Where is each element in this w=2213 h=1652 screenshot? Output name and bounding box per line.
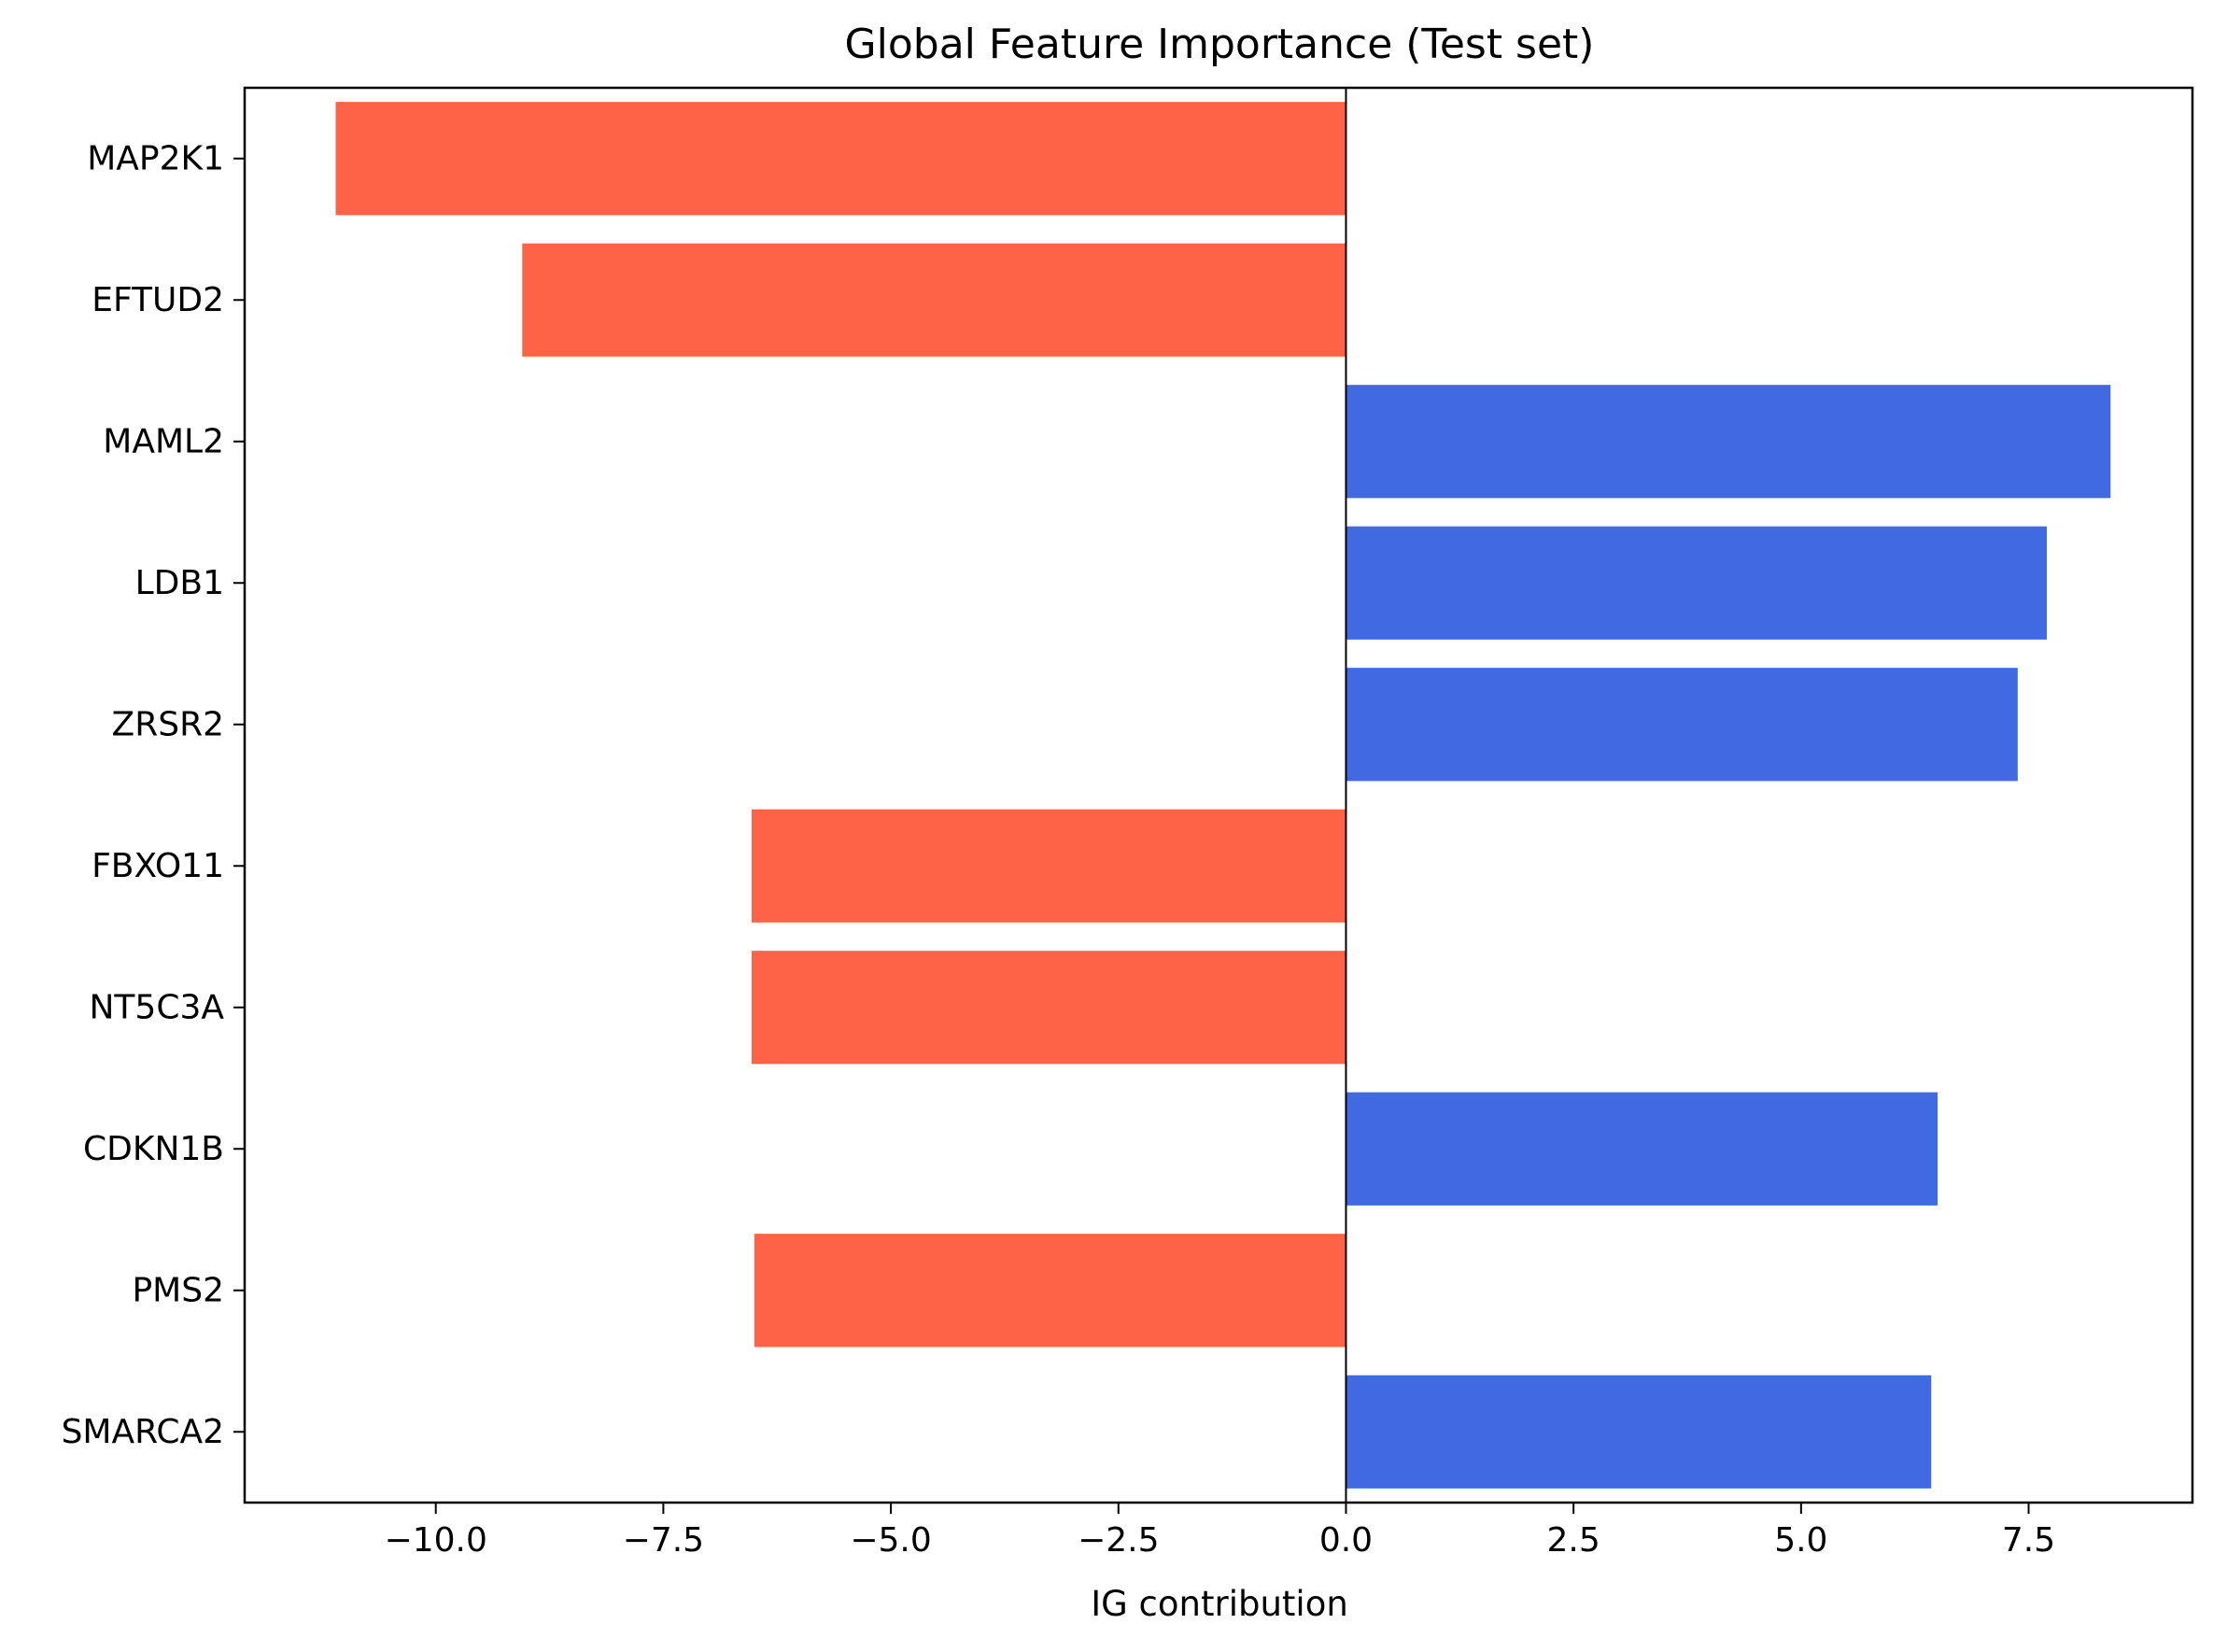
y-tick-label-fbxo11: FBXO11 (92, 847, 224, 885)
x-tick-label: −2.5 (1078, 1521, 1159, 1560)
x-tick-label: −10.0 (385, 1521, 487, 1560)
bar-cdkn1b (1346, 1092, 1938, 1206)
bar-smarca2 (1346, 1375, 1932, 1489)
y-tick-label-eftud2: EFTUD2 (92, 281, 224, 319)
bar-ldb1 (1346, 526, 2048, 640)
y-tick-label-ldb1: LDB1 (135, 564, 224, 602)
y-tick-label-zrsr2: ZRSR2 (112, 705, 224, 743)
bar-maml2 (1346, 385, 2111, 499)
bars-layer (335, 102, 2111, 1489)
y-axis: MAP2K1 EFTUD2 MAML2 LDB1 ZRSR2 FBXO11 NT5C3A CD… (62, 139, 245, 1451)
bar-zrsr2 (1346, 668, 2018, 782)
bar-pms2 (754, 1234, 1346, 1348)
y-tick-label-nt5c3a: NT5C3A (90, 988, 225, 1026)
plot-frame (243, 86, 2194, 1504)
x-axis-label: IG contribution (1091, 1584, 1348, 1624)
y-tick-label-cdkn1b: CDKN1B (83, 1130, 224, 1168)
bar-map2k1 (335, 102, 1346, 216)
y-tick-label-maml2: MAML2 (103, 422, 224, 460)
chart-title: Global Feature Importance (Test set) (845, 21, 1595, 68)
x-tick-label: −7.5 (623, 1521, 704, 1560)
bar-nt5c3a (751, 951, 1346, 1065)
bar-eftud2 (522, 243, 1346, 357)
x-tick-label: 0.0 (1319, 1521, 1373, 1560)
x-axis: −10.0 −7.5 −5.0 −2.5 0.0 2.5 5.0 7.5 (385, 1503, 2055, 1560)
y-tick-label-map2k1: MAP2K1 (87, 139, 224, 177)
x-tick-label: 5.0 (1774, 1521, 1827, 1560)
bar-fbxo11 (751, 809, 1346, 923)
y-tick-label-smarca2: SMARCA2 (62, 1413, 224, 1451)
x-tick-label: −5.0 (850, 1521, 931, 1560)
y-tick-label-pms2: PMS2 (132, 1271, 224, 1309)
x-tick-label: 2.5 (1547, 1521, 1600, 1560)
x-tick-label: 7.5 (2002, 1521, 2055, 1560)
